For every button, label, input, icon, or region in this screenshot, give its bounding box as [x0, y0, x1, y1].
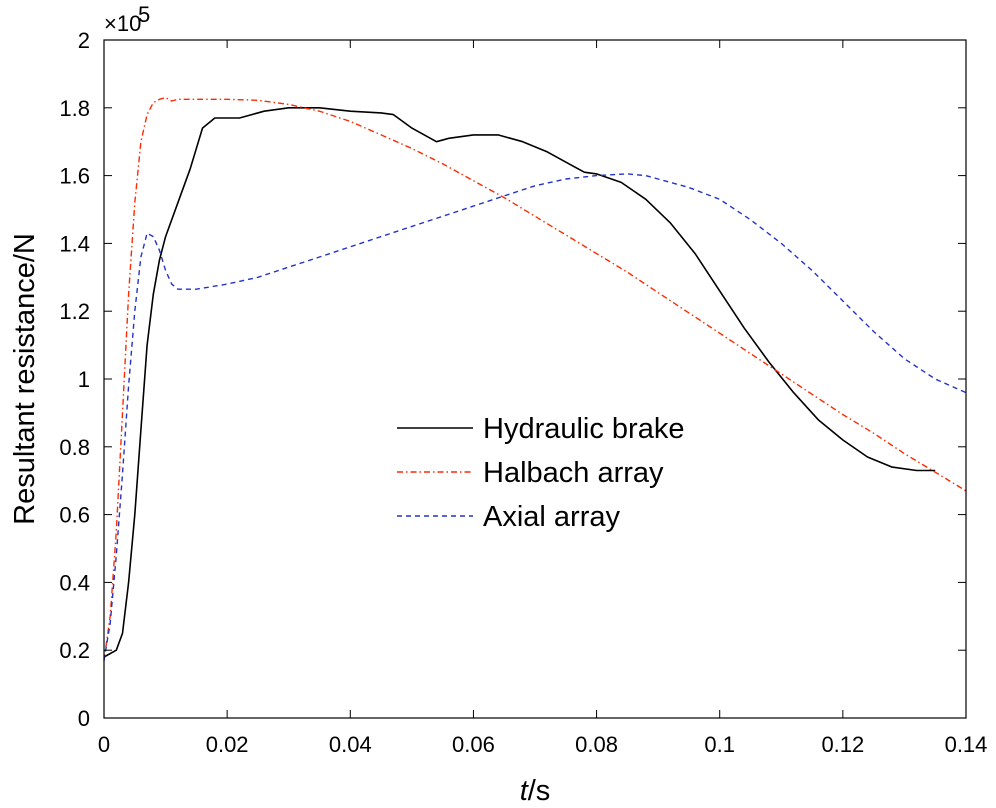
legend-label: Axial array: [483, 501, 620, 533]
y-axis-label: Resultant resistance/N: [9, 233, 41, 525]
y-tick-label: 0: [78, 706, 90, 731]
x-tick-label: 0.06: [452, 732, 495, 757]
x-axis-label-variable: t: [520, 775, 530, 807]
y-tick-label: 1.2: [59, 299, 90, 324]
legend-label: Hydraulic brake: [483, 413, 684, 445]
x-axis-ticks: 0 0.02 0.04 0.06 0.08 0.1 0.12 0.14: [98, 40, 988, 757]
y-tick-label: 1.8: [59, 96, 90, 121]
series-line-halbach-array: [103, 96, 967, 661]
legend: Hydraulic brake Halbach array Axial array: [397, 413, 684, 533]
y-tick-label: 0.6: [59, 503, 90, 528]
x-tick-label: 0.1: [704, 732, 735, 757]
x-tick-label: 0.14: [945, 732, 988, 757]
x-tick-label: 0: [98, 732, 110, 757]
y-tick-label: 2: [78, 28, 90, 53]
series-lines: [103, 96, 967, 661]
y-tick-label: 1.4: [59, 231, 90, 256]
y-tick-label: 1: [78, 367, 90, 392]
x-tick-label: 0.04: [329, 732, 372, 757]
x-tick-label: 0.02: [206, 732, 249, 757]
y-tick-label: 0.4: [59, 570, 90, 595]
y-tick-label: 1.6: [59, 164, 90, 189]
x-tick-label: 0.12: [821, 732, 864, 757]
series-line-axial-array: [103, 173, 967, 661]
y-axis-ticks: 0 0.2 0.4 0.6 0.8 1 1.2 1.4 1.6 1.8 2: [59, 28, 966, 731]
series-line-hydraulic-brake: [103, 107, 936, 658]
y-tick-label: 0.2: [59, 638, 90, 663]
y-axis-multiplier: ×10 5: [104, 2, 150, 36]
x-tick-label: 0.08: [575, 732, 618, 757]
y-tick-label: 0.8: [59, 435, 90, 460]
y-multiplier-base: ×10: [104, 11, 141, 36]
y-multiplier-exponent: 5: [138, 2, 150, 27]
x-axis-label: t/s: [520, 775, 551, 807]
x-axis-label-unit: /s: [528, 775, 551, 807]
legend-label: Halbach array: [483, 457, 664, 489]
